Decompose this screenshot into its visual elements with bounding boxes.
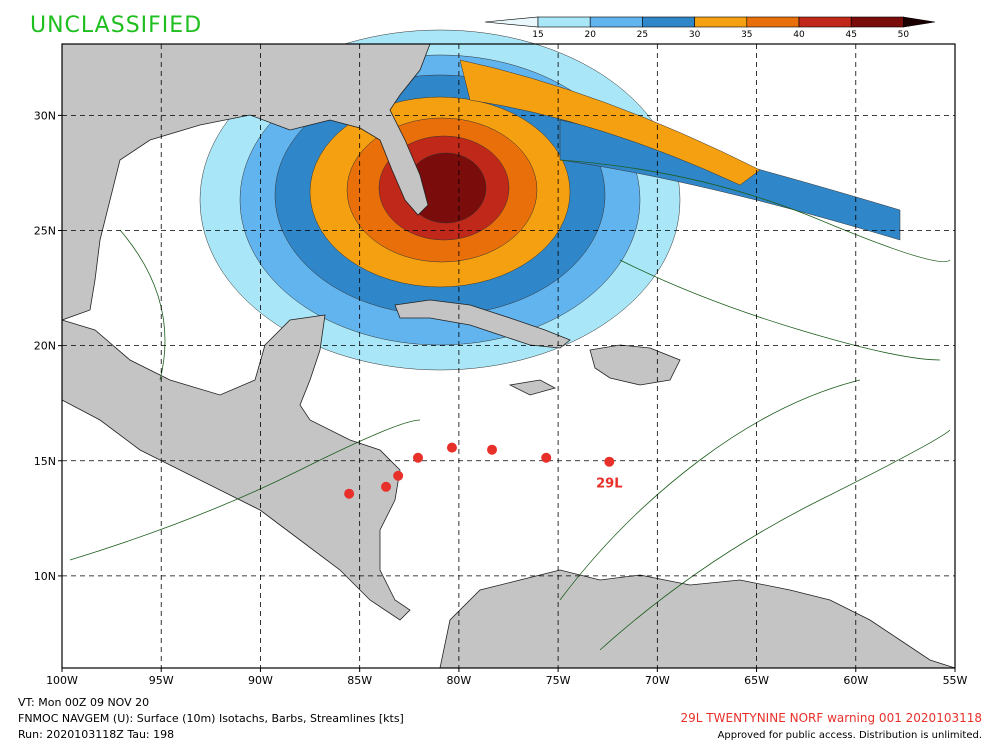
track-point — [487, 444, 498, 455]
colorbar-segment — [903, 16, 936, 28]
x-tick-label: 100W — [46, 674, 78, 687]
storm-track: 29L — [344, 442, 622, 499]
release: Approved for public access. Distribution… — [718, 730, 982, 741]
warning: 29L TWENTYNINE NORF warning 001 20201031… — [681, 711, 982, 725]
y-tick-label: 30N — [34, 109, 56, 122]
colorbar-tick-label: 30 — [689, 30, 701, 40]
x-tick-label: 90W — [248, 674, 273, 687]
valid-time: VT: Mon 00Z 09 NOV 20 — [18, 696, 149, 709]
colorbar-tick-label: 45 — [845, 30, 856, 40]
track-point — [604, 456, 615, 467]
streamline — [559, 379, 861, 601]
x-tick-label: 65W — [744, 674, 769, 687]
track-point — [393, 470, 404, 481]
colorbar-tick-label: 20 — [584, 30, 596, 40]
colorbar-segment — [537, 16, 591, 28]
streamline — [619, 259, 941, 361]
track-label: 29L — [596, 477, 622, 492]
colorbar: 15 20 25 30 35 40 45 50 — [484, 16, 936, 40]
land-south-america — [439, 569, 956, 669]
colorbar-segment — [589, 16, 643, 28]
map-frame — [61, 43, 956, 669]
x-tick-label: 60W — [843, 674, 868, 687]
track-point — [413, 452, 424, 463]
x-tick-label: 95W — [149, 674, 174, 687]
x-tick-label: 75W — [546, 674, 571, 687]
colorbar-segment — [484, 16, 539, 28]
x-tick-label: 85W — [347, 674, 372, 687]
x-tick-label: 70W — [645, 674, 670, 687]
colorbar-tick-label: 25 — [637, 30, 648, 40]
x-tick-label: 80W — [446, 674, 471, 687]
product: FNMOC NAVGEM (U): Surface (10m) Isotachs… — [18, 712, 404, 725]
isotach-field — [199, 29, 901, 371]
colorbar-tick-label: 35 — [741, 30, 752, 40]
streamline — [119, 229, 166, 381]
colorbar-segment — [642, 16, 695, 28]
map: 29L — [61, 29, 956, 669]
track-point — [344, 488, 355, 499]
colorbar-segment — [694, 16, 748, 28]
streamline — [599, 429, 951, 651]
y-tick-label: 25N — [34, 225, 56, 238]
track-point — [446, 442, 457, 453]
streamline — [69, 419, 421, 561]
track-point — [541, 452, 552, 463]
colorbar-tick-label: 50 — [898, 30, 910, 40]
classification: UNCLASSIFIED — [30, 13, 202, 38]
run: Run: 2020103118Z Tau: 198 — [18, 728, 174, 741]
land-jamaica — [508, 379, 557, 396]
y-tick-label: 15N — [34, 455, 56, 468]
colorbar-segment — [746, 16, 800, 28]
colorbar-tick-label: 40 — [793, 30, 805, 40]
y-tick-label: 20N — [34, 340, 56, 353]
isotach-band — [459, 59, 761, 186]
streamline — [559, 159, 951, 263]
colorbar-tick-label: 15 — [532, 30, 543, 40]
land-mexico-central-america — [61, 314, 411, 621]
x-tick-label: 55W — [943, 674, 968, 687]
graticule — [62, 44, 955, 668]
colorbar-segment — [850, 16, 904, 28]
track-point — [381, 481, 392, 492]
y-tick-label: 10N — [34, 570, 56, 583]
streamlines — [69, 159, 951, 651]
land-cuba — [394, 299, 571, 349]
colorbar-segment — [798, 16, 852, 28]
